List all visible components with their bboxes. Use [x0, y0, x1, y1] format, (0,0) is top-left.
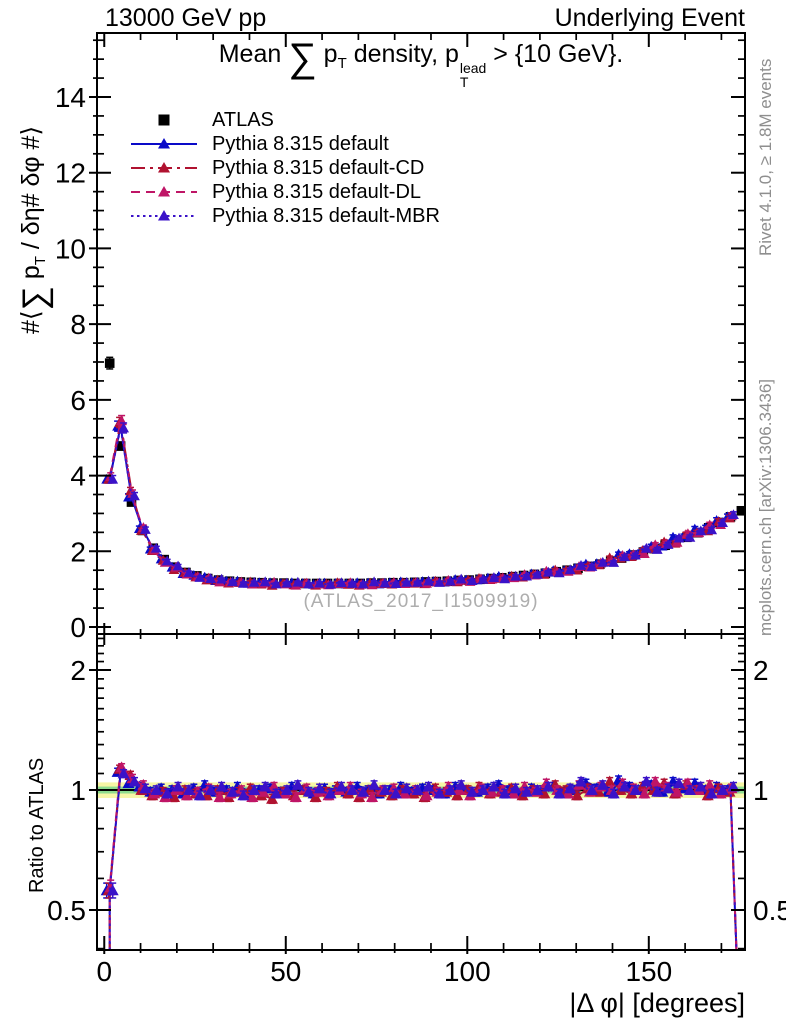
legend-label: Pythia 8.315 default — [212, 132, 389, 155]
tick-label: 0.5 — [47, 895, 86, 926]
series-pythia-8-315-default-mbr-main — [107, 422, 739, 589]
tick-label: 2 — [753, 655, 769, 686]
title-sub-t2: T — [459, 74, 469, 91]
legend-label: Pythia 8.315 default-DL — [212, 180, 422, 203]
ylabel-pre: #⟨ — [17, 310, 45, 334]
legend-item-pythia-default-mbr: Pythia 8.315 default-MBR — [128, 204, 440, 228]
series-pythia-8-315-default-cd-main — [103, 416, 735, 590]
series-pythia-8-315-default-main — [101, 420, 733, 589]
x-axis-title: |Δ φ| [degrees] — [569, 988, 745, 1018]
ylabel-p: p — [17, 265, 45, 287]
title-mid: density, p — [346, 40, 459, 68]
tick-label: 2 — [70, 536, 86, 567]
y-axis-title: #⟨∑ pT / δη# δφ #⟩ — [16, 22, 54, 334]
atlas-square-marker-icon — [128, 110, 200, 130]
ylabel-post: / δη# δφ #⟩ — [17, 125, 45, 257]
tick-label: 8 — [70, 309, 86, 340]
tick-label: 10 — [55, 233, 86, 264]
title-p: p — [316, 40, 338, 68]
ratio-frame — [96, 633, 746, 951]
tick-label: 100 — [444, 956, 491, 987]
pt-lead-supsub: lead T — [460, 61, 486, 90]
tick-label: 0.5 — [753, 895, 786, 926]
tick-label: 12 — [55, 158, 86, 189]
rivet-version-note: Rivet 4.1.0, ≥ 1.8M events — [756, 58, 775, 256]
title-pre: Mean — [218, 40, 289, 68]
legend-label: Pythia 8.315 default-CD — [212, 156, 425, 179]
tick-label: 14 — [55, 82, 86, 113]
title-sub-t: T — [337, 55, 347, 72]
legend-item-atlas: ATLAS — [128, 108, 440, 132]
tick-label: 4 — [70, 461, 86, 492]
red-triangle-dashdot-icon — [128, 158, 200, 178]
tick-label: 150 — [625, 956, 672, 987]
tick-label: 50 — [270, 956, 301, 987]
observable-title: Mean ∑ pT density, p lead T > {10 GeV}. — [97, 38, 745, 90]
axis-ticks — [89, 33, 745, 954]
tick-label: 1 — [753, 775, 769, 806]
violet-triangle-dotted-icon — [128, 206, 200, 226]
tick-label: 1 — [70, 775, 86, 806]
analysis-id-watermark: (ATLAS_2017_I1509919) — [303, 591, 539, 612]
series-pythia-8-315-default-dl-main — [105, 414, 737, 590]
title-sup-lead: lead — [459, 60, 487, 76]
title-post: > {10 GeV}. — [486, 40, 624, 68]
blue-triangle-line-icon — [128, 134, 200, 154]
beam-energy-label: 13000 GeV pp — [105, 4, 267, 32]
legend: ATLAS Pythia 8.315 default Pythia 8.315 … — [128, 108, 440, 228]
magenta-triangle-dashed-icon — [128, 182, 200, 202]
tick-label: 0 — [96, 956, 112, 987]
legend-label: Pythia 8.315 default-MBR — [212, 204, 440, 227]
sum-symbol: ∑ — [288, 36, 317, 80]
ylabel-sub-t: T — [32, 256, 49, 266]
series-pythia-8-315-default-mbr-ratio — [106, 767, 740, 950]
legend-label: ATLAS — [212, 108, 274, 131]
ylabel-sum-symbol: ∑ — [16, 286, 54, 311]
tick-label: 2 — [70, 655, 86, 686]
legend-item-pythia-default-cd: Pythia 8.315 default-CD — [128, 156, 440, 180]
ratio-axis-title: Ratio to ATLAS — [26, 757, 48, 893]
mcplots-reference-note: mcplots.cern.ch [arXiv:1306.3436] — [756, 378, 775, 636]
tick-label: 0 — [70, 612, 86, 643]
tick-label: 6 — [70, 385, 86, 416]
legend-item-pythia-default: Pythia 8.315 default — [128, 132, 440, 156]
legend-item-pythia-default-dl: Pythia 8.315 default-DL — [128, 180, 440, 204]
analysis-group-label: Underlying Event — [554, 4, 745, 32]
